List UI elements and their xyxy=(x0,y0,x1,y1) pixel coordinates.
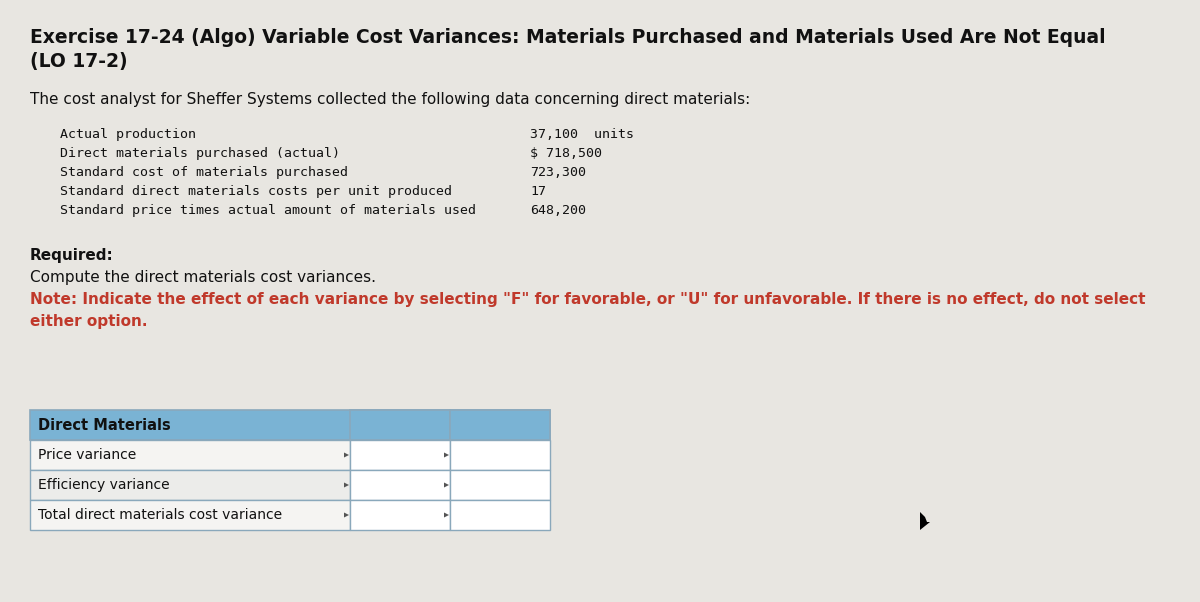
Bar xyxy=(350,500,450,530)
Polygon shape xyxy=(444,512,449,518)
Bar xyxy=(30,410,550,440)
Text: The cost analyst for Sheffer Systems collected the following data concerning dir: The cost analyst for Sheffer Systems col… xyxy=(30,92,750,107)
Bar xyxy=(450,500,550,530)
Bar xyxy=(30,500,350,530)
Text: Direct materials purchased (actual): Direct materials purchased (actual) xyxy=(60,147,340,160)
Text: Standard direct materials costs per unit produced: Standard direct materials costs per unit… xyxy=(60,185,452,198)
Text: 17: 17 xyxy=(530,185,546,198)
Polygon shape xyxy=(344,512,349,518)
Bar xyxy=(450,410,550,440)
Text: 723,300: 723,300 xyxy=(530,166,586,179)
Text: Standard cost of materials purchased: Standard cost of materials purchased xyxy=(60,166,348,179)
Text: Actual production: Actual production xyxy=(60,128,196,141)
Text: Note: Indicate the effect of each variance by selecting "F" for favorable, or "U: Note: Indicate the effect of each varian… xyxy=(30,292,1146,307)
Text: Efficiency variance: Efficiency variance xyxy=(38,478,169,492)
Text: Total direct materials cost variance: Total direct materials cost variance xyxy=(38,508,282,522)
Bar xyxy=(350,410,450,440)
Bar xyxy=(450,440,550,470)
Text: Compute the direct materials cost variances.: Compute the direct materials cost varian… xyxy=(30,270,376,285)
Text: 648,200: 648,200 xyxy=(530,204,586,217)
Polygon shape xyxy=(344,453,349,458)
Text: Exercise 17-24 (Algo) Variable Cost Variances: Materials Purchased and Materials: Exercise 17-24 (Algo) Variable Cost Vari… xyxy=(30,28,1105,47)
Polygon shape xyxy=(344,482,349,488)
Bar xyxy=(350,470,450,500)
Bar xyxy=(350,440,450,470)
Text: Direct Materials: Direct Materials xyxy=(38,418,170,433)
Bar xyxy=(30,470,350,500)
Text: Required:: Required: xyxy=(30,248,114,263)
Text: $ 718,500: $ 718,500 xyxy=(530,147,602,160)
Text: Standard price times actual amount of materials used: Standard price times actual amount of ma… xyxy=(60,204,476,217)
Text: (LO 17-2): (LO 17-2) xyxy=(30,52,127,71)
Polygon shape xyxy=(920,512,930,530)
Text: either option.: either option. xyxy=(30,314,148,329)
Polygon shape xyxy=(444,482,449,488)
Polygon shape xyxy=(444,453,449,458)
Text: 37,100  units: 37,100 units xyxy=(530,128,634,141)
Bar xyxy=(450,470,550,500)
Text: Price variance: Price variance xyxy=(38,448,137,462)
Bar xyxy=(30,440,350,470)
